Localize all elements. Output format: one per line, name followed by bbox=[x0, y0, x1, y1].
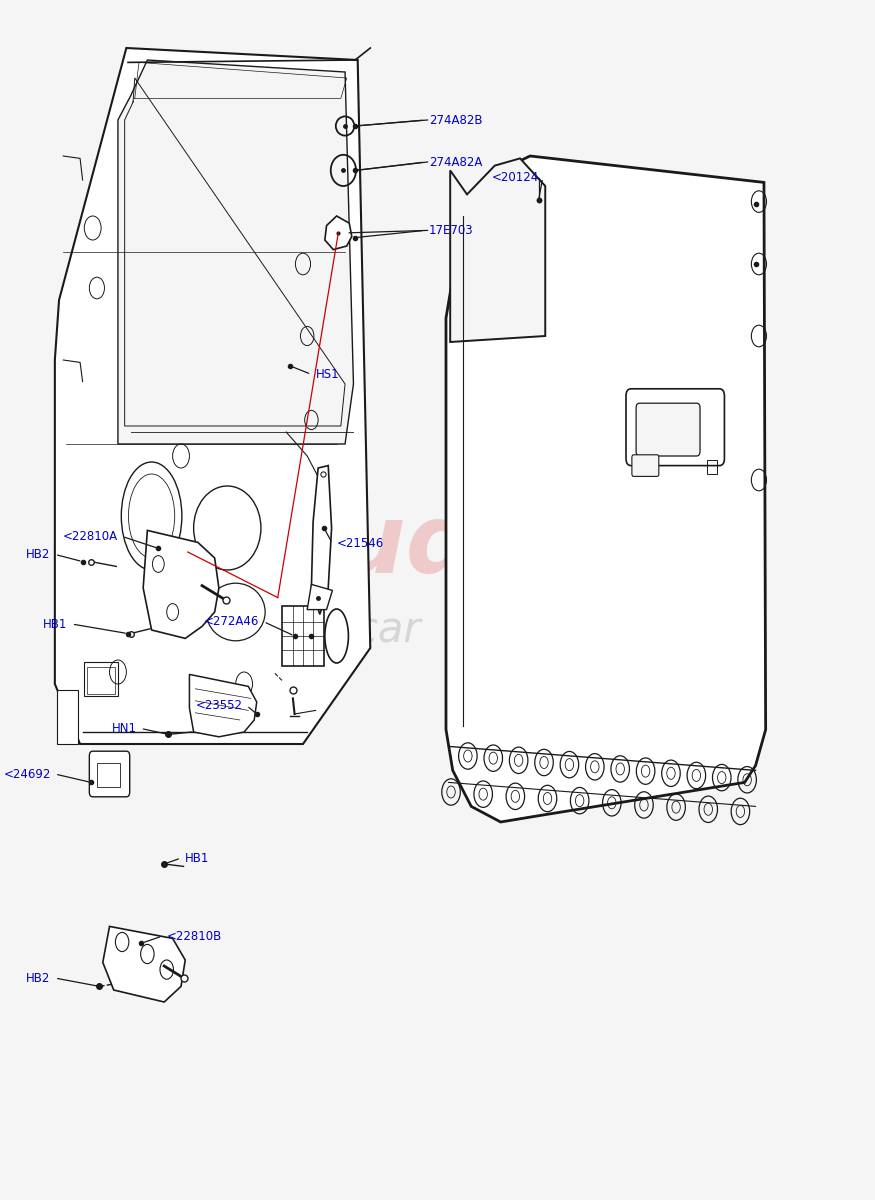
Polygon shape bbox=[55, 48, 370, 744]
Bar bbox=[636, 398, 660, 432]
FancyBboxPatch shape bbox=[636, 403, 700, 456]
Text: 274A82B: 274A82B bbox=[429, 114, 483, 126]
Text: <23552: <23552 bbox=[195, 700, 242, 712]
Text: HB2: HB2 bbox=[26, 548, 51, 560]
Bar bbox=[660, 466, 683, 499]
Polygon shape bbox=[189, 674, 256, 737]
Bar bbox=[636, 466, 660, 499]
Bar bbox=[707, 466, 731, 499]
Bar bbox=[612, 566, 636, 600]
Bar bbox=[660, 432, 683, 466]
Bar bbox=[707, 398, 731, 432]
Polygon shape bbox=[102, 926, 186, 1002]
Bar bbox=[660, 499, 683, 533]
Bar bbox=[589, 466, 612, 499]
FancyBboxPatch shape bbox=[626, 389, 724, 466]
FancyBboxPatch shape bbox=[632, 455, 659, 476]
Bar bbox=[660, 566, 683, 600]
Text: scuderia: scuderia bbox=[220, 499, 688, 593]
Bar bbox=[683, 398, 707, 432]
Bar bbox=[707, 566, 731, 600]
Text: HB1: HB1 bbox=[186, 852, 210, 864]
Bar bbox=[636, 566, 660, 600]
Ellipse shape bbox=[325, 608, 348, 662]
Bar bbox=[589, 432, 612, 466]
Bar bbox=[707, 499, 731, 533]
Bar bbox=[707, 533, 731, 566]
Bar bbox=[58, 690, 79, 744]
Bar bbox=[660, 398, 683, 432]
Bar bbox=[589, 499, 612, 533]
Bar bbox=[707, 460, 717, 474]
Bar bbox=[660, 533, 683, 566]
Text: HB2: HB2 bbox=[26, 972, 51, 984]
Bar bbox=[84, 662, 118, 696]
Bar bbox=[683, 499, 707, 533]
Text: <24692: <24692 bbox=[4, 768, 51, 780]
Polygon shape bbox=[144, 530, 219, 638]
Bar bbox=[707, 432, 731, 466]
Polygon shape bbox=[325, 216, 352, 250]
Text: 274A82A: 274A82A bbox=[429, 156, 482, 168]
Polygon shape bbox=[118, 60, 354, 444]
Bar bbox=[636, 533, 660, 566]
Text: <20124: <20124 bbox=[491, 172, 538, 184]
Bar bbox=[683, 566, 707, 600]
Text: HS1: HS1 bbox=[316, 368, 340, 380]
Bar bbox=[282, 606, 324, 666]
Bar bbox=[589, 398, 612, 432]
Bar bbox=[683, 432, 707, 466]
Text: <22810B: <22810B bbox=[167, 930, 222, 942]
Polygon shape bbox=[307, 584, 332, 610]
Text: HB1: HB1 bbox=[43, 618, 67, 630]
Text: <22810A: <22810A bbox=[63, 530, 118, 542]
Text: <21546: <21546 bbox=[337, 538, 384, 550]
Polygon shape bbox=[312, 466, 332, 614]
Polygon shape bbox=[451, 158, 545, 342]
Text: car  parts: car parts bbox=[355, 608, 554, 650]
Bar bbox=[589, 533, 612, 566]
Text: HN1: HN1 bbox=[111, 722, 136, 734]
Bar bbox=[612, 499, 636, 533]
Text: <272A46: <272A46 bbox=[204, 616, 259, 628]
Bar bbox=[612, 432, 636, 466]
FancyBboxPatch shape bbox=[89, 751, 130, 797]
Bar bbox=[87, 667, 115, 694]
Bar bbox=[97, 763, 121, 787]
Bar bbox=[612, 533, 636, 566]
Bar bbox=[612, 466, 636, 499]
Polygon shape bbox=[446, 156, 766, 822]
Bar bbox=[636, 499, 660, 533]
Bar bbox=[612, 398, 636, 432]
Bar bbox=[636, 432, 660, 466]
Bar bbox=[683, 533, 707, 566]
Text: 17E703: 17E703 bbox=[429, 224, 473, 236]
Bar bbox=[589, 566, 612, 600]
Bar bbox=[683, 466, 707, 499]
